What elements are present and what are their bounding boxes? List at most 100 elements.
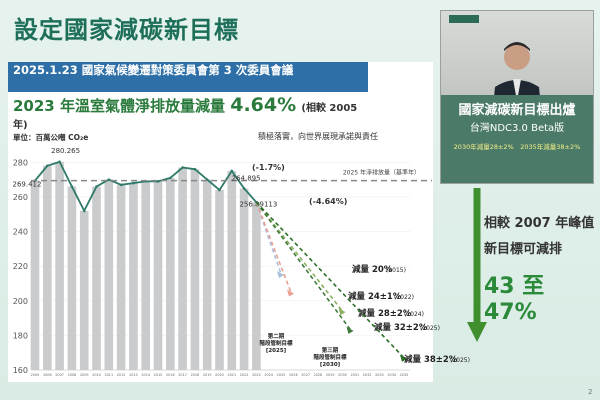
emission-point — [218, 188, 221, 192]
baseline-label: 2025 年淨排放量（基準年） — [343, 169, 420, 177]
target-label: 減量 32±2% — [374, 322, 428, 333]
emission-bar — [92, 186, 101, 370]
x-tick-label: 2035 — [400, 373, 409, 377]
emission-bar — [116, 184, 126, 370]
target-label: 減量 20% — [352, 264, 393, 275]
period-label-line2: 階段管制目標 — [313, 353, 347, 361]
emission-point — [230, 169, 234, 173]
slogan-text: 積極落實，向世界展現承諾與責任 — [258, 132, 378, 141]
emission-point — [181, 166, 184, 169]
y-tick-label: 200 — [13, 297, 28, 306]
target-line — [255, 202, 282, 275]
period-label-line3: [2025] — [266, 348, 287, 354]
y-tick-label: 220 — [13, 262, 28, 271]
target-arrowhead — [287, 289, 294, 297]
target-arrowhead — [400, 354, 407, 362]
headline-lead: 2023 年溫室氣體淨排放量減量 — [13, 97, 225, 115]
emission-bar — [55, 161, 64, 370]
emission-point — [95, 185, 98, 188]
target-sublabel: (2015) — [386, 267, 406, 274]
target-label: 減量 38±2% — [404, 354, 458, 365]
x-tick-label: 2008 — [68, 373, 77, 377]
headline-note: (相較 2005 — [301, 103, 358, 114]
emission-point — [119, 183, 123, 187]
x-tick-label: 2006 — [43, 373, 52, 377]
emission-bar — [166, 177, 175, 370]
y-tick-label: 280 — [13, 158, 28, 167]
emission-point — [132, 181, 135, 185]
comparison-line2: 新目標可減排 — [484, 242, 563, 257]
pct-label: (-4.64%) — [309, 197, 347, 206]
value-label: 280.265 — [51, 147, 80, 155]
target-line — [255, 201, 405, 359]
y-tick-label: 260 — [13, 193, 28, 202]
x-tick-label: 2018 — [191, 373, 200, 377]
emission-bar — [239, 188, 249, 370]
emission-point — [193, 167, 197, 171]
y-tick-label: 180 — [13, 331, 28, 340]
x-tick-label: 2026 — [289, 373, 298, 377]
pct-label: (-1.7%) — [252, 163, 285, 172]
x-tick-label: 2009 — [80, 373, 89, 377]
emission-bar — [67, 186, 77, 370]
target-arrowhead — [277, 270, 284, 278]
x-tick-label: 2028 — [314, 373, 323, 377]
emission-bar — [153, 181, 163, 370]
x-tick-label: 2016 — [166, 373, 175, 377]
press-photo: 國家減碳新目標出爐 台灣NDC3.0 Beta版 2030年減量28±2% 20… — [440, 10, 594, 184]
emission-bar — [190, 169, 200, 370]
comparison-line1: 相較 2007 年峰值 — [484, 216, 595, 231]
x-tick-label: 2025 — [277, 373, 286, 377]
y-tick-label: 240 — [13, 228, 28, 237]
x-tick-label: 2023 — [252, 373, 261, 377]
page-number: 2 — [588, 388, 593, 396]
x-tick-label: 2019 — [203, 373, 212, 377]
headline-value: 4.64% — [230, 94, 297, 116]
x-tick-label: 2033 — [375, 373, 384, 377]
x-tick-label: 2011 — [104, 373, 113, 377]
photo-logo — [449, 15, 479, 23]
x-tick-label: 2024 — [264, 373, 273, 377]
emission-point — [156, 180, 160, 183]
x-tick-label: 2015 — [154, 373, 163, 377]
x-tick-label: 2014 — [141, 373, 150, 377]
x-tick-label: 2034 — [387, 373, 396, 377]
emission-bar — [104, 179, 114, 370]
target-sublabel: (2024) — [404, 311, 424, 318]
target-label: 減量 28±2% — [358, 308, 412, 319]
x-tick-label: 2027 — [301, 373, 310, 377]
value-label: 264.895 — [232, 174, 261, 182]
x-tick-label: 2017 — [178, 373, 187, 377]
period-label-line1: 第三期 — [322, 346, 339, 354]
x-tick-label: 2031 — [350, 373, 359, 377]
emission-bar — [30, 180, 40, 370]
emission-point — [82, 209, 86, 213]
y-tick-label: 160 — [13, 366, 28, 375]
x-tick-label: 2007 — [55, 373, 64, 377]
x-tick-label: 2013 — [129, 373, 138, 377]
x-tick-label: 2012 — [117, 373, 126, 377]
emission-bar — [178, 167, 187, 370]
emission-point — [169, 176, 172, 180]
x-tick-label: 2005 — [31, 373, 40, 377]
emission-point — [107, 178, 111, 181]
value-label: 269.412 — [13, 181, 42, 189]
x-tick-label: 2010 — [92, 373, 101, 377]
emission-bar — [129, 183, 138, 370]
emission-bar — [215, 190, 224, 370]
x-tick-label: 2032 — [363, 373, 372, 377]
period-label-line1: 第二期 — [268, 332, 285, 340]
emission-point — [46, 164, 49, 168]
target-line — [255, 202, 292, 293]
target-arrowhead — [346, 326, 354, 334]
period-label-line2: 階段管制目標 — [259, 339, 293, 347]
emission-point — [58, 160, 61, 164]
emission-bar — [141, 181, 150, 370]
screen-line3: 2030年減量28±2% 2035年減量38±2% — [453, 143, 581, 151]
target-arrowhead — [338, 308, 346, 316]
screen-line2: 台灣NDC3.0 Beta版 — [469, 123, 565, 134]
emission-bar — [43, 165, 52, 370]
emission-bar — [227, 170, 237, 370]
